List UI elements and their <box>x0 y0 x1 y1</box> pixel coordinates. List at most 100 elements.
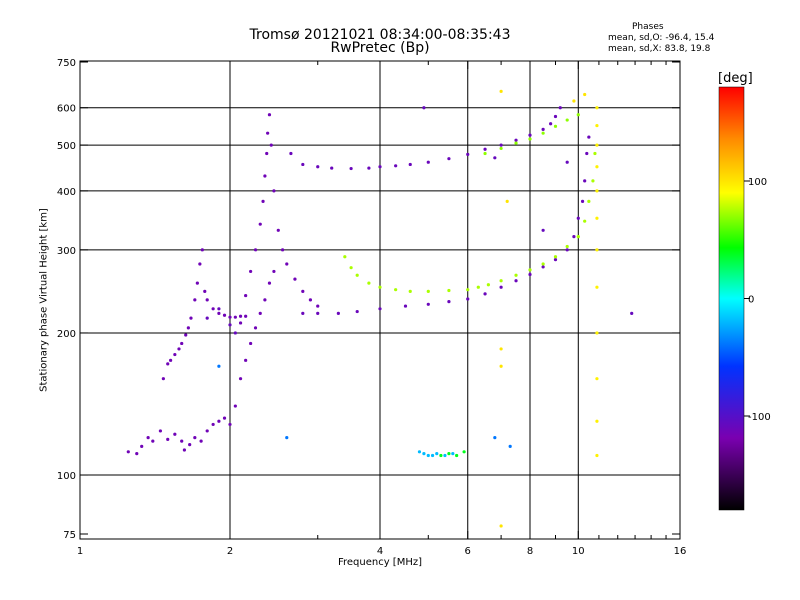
data-point <box>316 165 320 169</box>
data-point <box>499 347 503 351</box>
data-point <box>244 314 248 318</box>
data-point <box>426 453 430 458</box>
data-point <box>166 437 170 441</box>
data-point <box>217 311 221 316</box>
data-point <box>587 135 591 139</box>
data-point <box>267 113 272 117</box>
data-point <box>528 137 532 141</box>
data-point <box>266 131 270 135</box>
data-point <box>253 326 258 330</box>
stats-x-mode: mean, sd,X: 83.8, 19.8 <box>608 44 711 54</box>
data-point <box>499 524 503 528</box>
data-point <box>447 288 451 293</box>
data-point <box>435 452 439 456</box>
data-point <box>200 248 204 252</box>
data-point <box>205 316 209 320</box>
data-point <box>285 262 289 266</box>
data-point <box>228 315 232 319</box>
data-point <box>553 258 558 262</box>
y-tick-label: 100 <box>57 471 76 482</box>
data-point <box>572 234 576 239</box>
data-point <box>198 262 202 266</box>
x-tick-label: 6 <box>465 546 471 557</box>
data-point <box>462 450 466 454</box>
data-point <box>408 289 412 293</box>
data-point <box>514 141 518 145</box>
data-point <box>316 311 320 316</box>
data-point <box>301 311 305 316</box>
data-point <box>378 307 382 311</box>
y-axis-label: Stationary phase Virtual Height [km] <box>38 208 50 392</box>
data-point <box>426 302 430 306</box>
data-point <box>466 297 470 301</box>
data-point <box>238 314 243 318</box>
data-point <box>630 311 634 316</box>
data-point <box>585 151 589 156</box>
data-point <box>193 298 197 302</box>
data-point <box>222 313 227 317</box>
data-point <box>258 311 262 316</box>
data-point <box>514 279 518 283</box>
data-point <box>272 269 276 274</box>
data-point <box>595 331 599 335</box>
data-point <box>205 429 209 433</box>
data-point <box>595 189 599 193</box>
data-point <box>301 162 305 167</box>
data-point <box>565 118 569 122</box>
data-point <box>158 429 163 433</box>
data-point <box>177 347 181 351</box>
data-point <box>499 285 503 289</box>
data-point <box>426 160 430 164</box>
data-point <box>161 377 165 381</box>
data-point <box>541 262 545 266</box>
y-tick-label: 75 <box>63 530 76 541</box>
colorbar <box>718 86 745 511</box>
data-point <box>355 273 359 277</box>
data-point <box>595 285 599 289</box>
data-point <box>182 448 186 452</box>
data-point <box>343 255 347 259</box>
data-point <box>263 174 267 178</box>
data-point <box>595 377 599 381</box>
data-point <box>451 452 455 456</box>
data-point <box>408 162 412 167</box>
data-point <box>499 279 503 283</box>
data-point <box>514 273 518 277</box>
x-tick-label: 4 <box>377 546 383 557</box>
data-point <box>595 106 599 110</box>
data-point <box>263 298 267 302</box>
data-point <box>151 439 155 443</box>
colorbar-tick-label: 0 <box>748 295 754 306</box>
colorbar-unit: [deg] <box>718 71 753 86</box>
data-point <box>269 143 273 147</box>
data-point <box>553 114 558 119</box>
data-point <box>265 151 269 156</box>
data-point <box>367 281 371 285</box>
data-point <box>403 304 408 308</box>
data-point <box>267 281 272 285</box>
data-point <box>195 281 199 285</box>
data-point <box>483 292 487 296</box>
data-point <box>447 452 451 456</box>
data-point <box>211 307 215 311</box>
data-point <box>499 364 503 368</box>
data-point <box>203 289 207 293</box>
data-point <box>549 122 553 126</box>
stats-o-mode: mean, sd,O: -96.4, 15.4 <box>608 33 715 43</box>
data-point <box>576 216 580 220</box>
data-point <box>466 288 470 292</box>
data-point <box>583 179 587 183</box>
data-point <box>476 285 480 289</box>
data-point <box>258 222 262 226</box>
data-point <box>572 99 576 103</box>
data-point <box>430 453 435 458</box>
data-point <box>576 234 580 239</box>
data-point <box>293 277 297 281</box>
data-point <box>528 133 532 137</box>
data-point <box>493 156 497 160</box>
data-point <box>576 113 580 117</box>
y-tick-label: 300 <box>57 246 76 257</box>
data-point <box>199 439 203 443</box>
data-point <box>308 298 313 302</box>
